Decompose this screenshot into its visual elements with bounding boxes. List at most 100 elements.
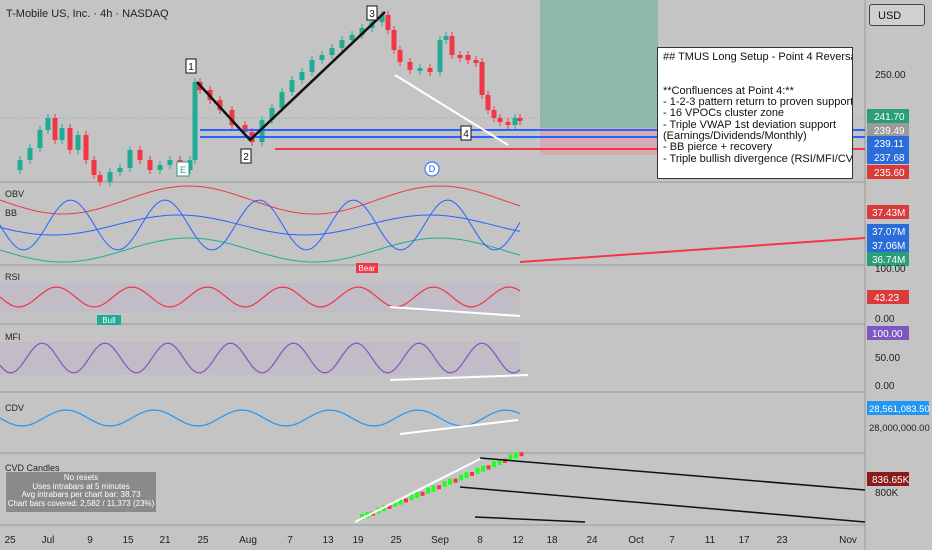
target-zone [540,0,658,128]
candle [117,168,123,172]
dividend-label: D [429,164,436,174]
cvd-candle [475,467,480,474]
note-line: ## TMUS Long Setup - Point 4 Reversal [663,51,853,63]
candle [83,135,89,160]
price-badge-text: 241.70 [874,112,905,123]
candle [385,15,391,30]
candle [59,128,65,140]
time-label: 19 [352,535,364,546]
time-label: 25 [4,535,16,546]
price-badge [867,136,909,150]
info-line: Chart bars covered: 2,582 / 11,373 (23%) [7,498,155,508]
cvd-support [459,486,866,523]
bb-upper [0,185,521,215]
candle [192,82,198,160]
candle [397,50,403,62]
cvd-candle [387,505,392,509]
time-label: 9 [87,535,93,546]
point-marker [240,148,252,164]
candle [505,122,511,125]
cvd-candle [426,487,430,494]
obv-badge [867,238,909,252]
time-label: 25 [390,535,402,546]
mfi-tick: 50.00 [875,353,900,364]
point-marker [460,125,472,141]
time-label: 7 [669,535,675,546]
candle [217,100,223,110]
candle [407,62,413,70]
candle [491,110,497,118]
candle [359,28,365,35]
point-marker [366,5,378,21]
rsi-label: RSI [5,272,20,282]
candle [329,48,335,55]
obv-label: OBV [5,189,24,199]
time-label: 13 [322,535,334,546]
cdv-badge [867,401,929,415]
time-label: 7 [287,535,293,546]
currency-button[interactable]: USD [869,4,925,26]
mfi-badge [867,326,909,340]
candle [107,172,113,182]
cvd-candle [481,465,485,472]
obv-line [0,199,521,251]
stop-zone [540,128,658,155]
candle [269,108,275,120]
cvd-candle [398,498,403,505]
candle [457,55,463,58]
cvd-candle [470,472,474,476]
cvd-candle [508,454,513,461]
cvd-candle [464,472,469,479]
time-label: 21 [159,535,171,546]
point-label: 3 [369,9,375,20]
candle [319,55,325,60]
mfi-badge-text: 100.00 [872,329,903,340]
candle [465,55,471,60]
price-badge-text: 235.60 [874,168,905,179]
mfi-line [0,342,521,374]
time-label: 17 [738,535,750,546]
candle [157,165,163,170]
candle [299,72,305,80]
time-label: 8 [477,535,483,546]
bear-label: Bear [359,264,376,273]
candle [147,160,153,170]
cvd-support-short [474,516,586,523]
cdv-badge-text: 28,561,083.50 [869,404,930,415]
cvd-channel [354,457,483,523]
mfi-divergence [389,374,529,381]
candle [309,60,315,72]
bull-label: Bull [102,316,116,325]
time-label: Nov [839,535,857,546]
info-line: Uses intrabars at 5 minutes [32,481,130,491]
candle [479,62,485,95]
earnings-label: E [180,165,186,175]
bb-basis [0,214,521,236]
point-label: 4 [463,129,469,140]
candle [37,130,43,148]
rsi-tick: 100.00 [875,264,906,275]
time-label: Sep [431,535,449,546]
candle [127,150,133,168]
note-line: **Confluences at Point 4:** [663,84,794,97]
obv-badge-text: 36.74M [872,255,905,266]
point-label: 2 [243,152,249,163]
candle [17,160,23,170]
obv-badge-text: 37.43M [872,208,905,219]
dividend-marker [424,161,440,177]
candle [75,135,81,150]
cvd-candle [486,465,491,470]
earnings-marker [176,161,190,177]
mfi-band [0,342,520,375]
time-label: 11 [705,535,716,546]
candle [242,125,248,132]
cdv-label: CDV [5,403,24,413]
time-label: Aug [239,535,257,546]
price-badge-text: 237.68 [874,153,905,164]
candle [427,68,433,72]
price-badge [867,165,909,179]
price-badge [867,150,909,164]
rsi-line [0,286,521,308]
price-badge [867,123,909,137]
